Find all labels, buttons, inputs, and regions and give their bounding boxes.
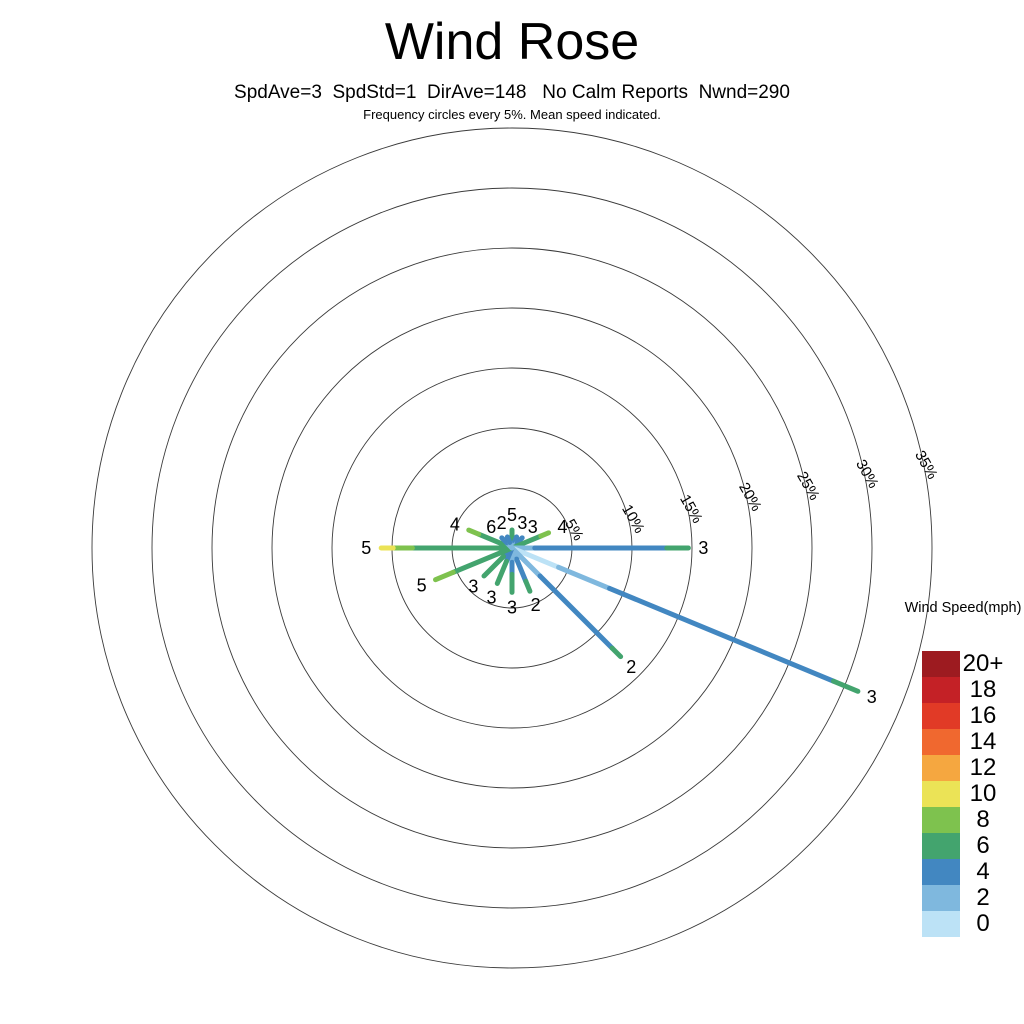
legend-entry-8: 8 bbox=[922, 807, 1023, 833]
spoke-SW-bin6 bbox=[481, 553, 507, 579]
legend-swatch-4 bbox=[922, 859, 960, 885]
legend-swatch-18 bbox=[922, 677, 960, 703]
legend-entry-0: 0 bbox=[922, 911, 1023, 937]
wind-speed-legend: Wind Speed(mph) 20+ 18 16 14 12 10 8 6 4 2 0 bbox=[903, 600, 1023, 937]
ring-label-10%: 10% bbox=[618, 502, 648, 537]
legend-title: Wind Speed(mph) bbox=[904, 600, 1022, 616]
spoke-ESE-bin0 bbox=[509, 545, 562, 570]
legend-label-18: 18 bbox=[969, 676, 997, 703]
legend-entries: 20+ 18 16 14 12 10 8 6 4 2 0 bbox=[922, 651, 1023, 937]
frequency-ring-35 bbox=[91, 127, 933, 969]
mean-speed-label-SW: 3 bbox=[468, 577, 478, 597]
legend-entry-16: 16 bbox=[922, 703, 1023, 729]
legend-swatch-2 bbox=[922, 885, 960, 911]
ring-label-30%: 30% bbox=[852, 457, 882, 492]
spoke-SSE-bin6 bbox=[523, 578, 533, 594]
chart-title: Wind Rose bbox=[384, 13, 640, 71]
legend-swatch-8 bbox=[922, 807, 960, 833]
legend-label-12: 12 bbox=[969, 754, 997, 781]
legend-swatch-6 bbox=[922, 833, 960, 859]
spoke-SSW-bin6 bbox=[494, 558, 509, 586]
spoke-WNW-bin8 bbox=[466, 527, 482, 537]
mean-speed-label-ESE: 3 bbox=[867, 687, 877, 707]
mean-speed-label-WNW: 4 bbox=[450, 514, 460, 534]
legend-label-2: 2 bbox=[976, 884, 990, 911]
mean-speed-label-SE: 2 bbox=[626, 657, 636, 677]
mean-speed-label-SSW: 3 bbox=[487, 587, 497, 607]
chart-subtitle: SpdAve=3 SpdStd=1 DirAve=148 No Calm Rep… bbox=[234, 82, 790, 103]
legend-swatch-0 bbox=[922, 911, 960, 937]
mean-speed-label-ENE: 4 bbox=[557, 517, 567, 537]
legend-swatch-10 bbox=[922, 781, 960, 807]
spoke-NW-bin4 bbox=[499, 535, 510, 546]
legend-label-6: 6 bbox=[976, 832, 990, 859]
spoke-ENE-bin8 bbox=[538, 530, 552, 539]
mean-speed-label-W: 5 bbox=[361, 538, 371, 558]
spoke-ESE-bin6 bbox=[831, 678, 861, 694]
legend-label-10: 10 bbox=[969, 780, 997, 807]
mean-speed-label-NE: 3 bbox=[528, 517, 538, 537]
mean-speed-label-NW: 6 bbox=[486, 517, 496, 537]
legend-swatch-14 bbox=[922, 729, 960, 755]
spoke-WSW-bin6 bbox=[450, 545, 515, 575]
legend-entry-2: 2 bbox=[922, 885, 1023, 911]
legend-label-14: 14 bbox=[969, 728, 997, 755]
frequency-ring-15 bbox=[331, 367, 693, 729]
legend-entry-14: 14 bbox=[922, 729, 1023, 755]
mean-speed-label-WSW: 5 bbox=[417, 575, 427, 595]
spoke-NNW-bin4 bbox=[504, 534, 513, 545]
legend-label-4: 4 bbox=[976, 858, 990, 885]
chart-note: Frequency circles every 5%. Mean speed i… bbox=[363, 107, 661, 122]
mean-speed-label-E: 3 bbox=[698, 538, 708, 558]
legend-label-8: 8 bbox=[976, 806, 990, 833]
legend-label-16: 16 bbox=[969, 702, 997, 729]
legend-entry-4: 4 bbox=[922, 859, 1023, 885]
legend-swatch-16 bbox=[922, 703, 960, 729]
mean-speed-label-S: 3 bbox=[507, 597, 517, 617]
spoke-NE-bin4 bbox=[514, 535, 525, 546]
legend-label-0: 0 bbox=[976, 910, 990, 937]
legend-swatch-20+ bbox=[922, 651, 960, 677]
legend-entry-6: 6 bbox=[922, 833, 1023, 859]
spoke-ESE-bin4 bbox=[607, 585, 837, 684]
legend-label-20+: 20+ bbox=[962, 650, 1004, 677]
legend-entry-12: 12 bbox=[922, 755, 1023, 781]
spoke-SE-bin4 bbox=[537, 573, 615, 651]
ring-label-25%: 25% bbox=[793, 469, 823, 504]
ring-label-35%: 35% bbox=[911, 448, 941, 483]
spoke-SE-bin2 bbox=[509, 545, 543, 579]
legend-entry-20+: 20+ bbox=[922, 651, 1023, 677]
ring-label-20%: 20% bbox=[735, 480, 765, 515]
frequency-ring-25 bbox=[211, 247, 813, 849]
frequency-ring-30 bbox=[151, 187, 873, 909]
frequency-ring-20 bbox=[271, 307, 753, 789]
legend-swatch-12 bbox=[922, 755, 960, 781]
spoke-SE-bin6 bbox=[609, 645, 624, 660]
ring-label-15%: 15% bbox=[676, 492, 706, 527]
legend-entry-18: 18 bbox=[922, 677, 1023, 703]
mean-speed-label-NNE: 3 bbox=[517, 513, 527, 533]
spoke-WSW-bin8 bbox=[433, 569, 456, 583]
spoke-NNE-bin4 bbox=[511, 534, 520, 545]
mean-speed-label-SSE: 2 bbox=[531, 595, 541, 615]
spoke-SSE-bin4 bbox=[514, 556, 529, 584]
spoke-ESE-bin2 bbox=[556, 564, 613, 591]
mean-speed-label-N: 5 bbox=[507, 505, 517, 525]
legend-entry-10: 10 bbox=[922, 781, 1023, 807]
mean-speed-label-NNW: 2 bbox=[497, 513, 507, 533]
